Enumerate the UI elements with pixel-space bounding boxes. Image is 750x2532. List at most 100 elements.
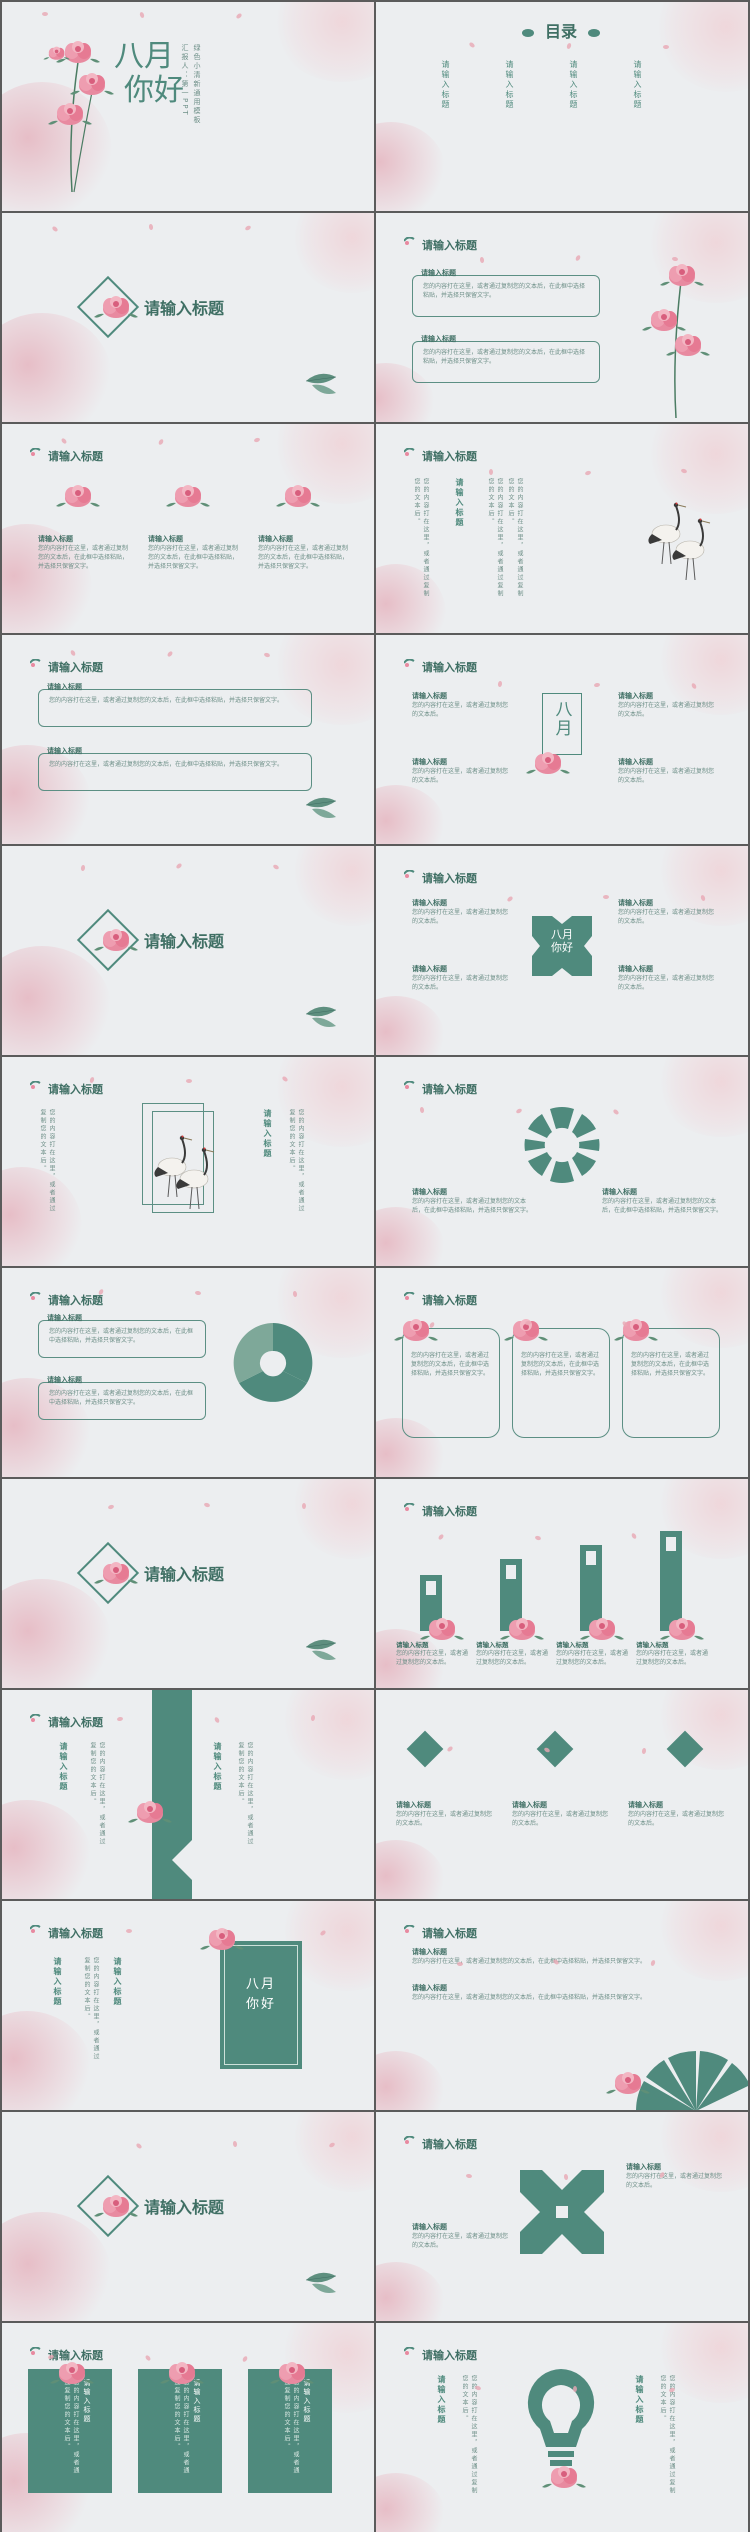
leaf-icon xyxy=(305,1006,337,1028)
petal-decoration xyxy=(253,437,261,443)
slide-title: 请输入标题 xyxy=(48,1716,103,1729)
petal-decoration xyxy=(51,225,59,233)
text-card-2: 请输入标题 您的内容打在这里，或者通过复制您的文本后，在此框中选择粘贴，并选择只… xyxy=(38,1376,206,1420)
toc-item-2[interactable]: 请输入标题 xyxy=(505,60,514,110)
slide-4[interactable]: 请输入标题 您的内容打在这里，或者通过复制您的文本后。 请输入标题 您的内容打在… xyxy=(376,424,748,633)
title-icon xyxy=(404,870,415,879)
petal-decoration xyxy=(506,895,514,903)
title-icon xyxy=(30,659,41,668)
rose-row xyxy=(56,485,320,507)
rose-branch-illustration xyxy=(642,264,710,418)
slide-section-2[interactable]: 请输入标题 xyxy=(2,846,374,1055)
slide-8[interactable]: 请输入标题 您的内容打在这里，或者通过复制您的文本后。 请输入标题 您的内容打在… xyxy=(2,1057,374,1266)
slide-section-1[interactable]: 请输入标题 xyxy=(2,213,374,422)
text-card-1: 请输入标题 您的内容打在这里，或者通过复制您的文本后，在此框中选择粘贴，并选择只… xyxy=(38,1314,206,1358)
slide-9[interactable]: 请输入标题 请输入标题 您的内容打在这里，或者通过复制您的文本后，在此框中选择粘贴… xyxy=(376,1057,748,1266)
bar-label-4: 请输入标题 您的内容打在这里，或者通过复制您的文本后。 xyxy=(636,1641,709,1666)
petal-decoration xyxy=(566,42,572,50)
petal-decoration xyxy=(139,11,145,19)
slide-16[interactable]: 请输入标题 请输入标题 您的内容打在这里，或者通过复制您的文本后，在此框中选择粘贴… xyxy=(376,1901,748,2110)
petal-decoration xyxy=(186,1079,192,1083)
slide-14[interactable]: 请输入标题 您的内容打在这里，或者通过复制您的文本后。 请输入标题 您的内容打在这里… xyxy=(376,1690,748,1899)
item-right: 请输入标题 您的内容打在这里，或者通过复制您的文本后，在此框中选择粘贴，并选择只保… xyxy=(602,1188,723,1214)
bar-label-2: 请输入标题 您的内容打在这里，或者通过复制您的文本后。 xyxy=(476,1641,549,1666)
petal-decoration xyxy=(419,1106,425,1114)
vertical-heading: 请输入标题 xyxy=(455,478,464,528)
col-2: 请输入标题 您的内容打在这里，或者通过复制您的文本后，在此框中选择粘贴，并选择只保… xyxy=(148,535,239,570)
slide-section-3[interactable]: 请输入标题 xyxy=(2,1479,374,1688)
title-icon xyxy=(30,1714,41,1723)
slide-section-4[interactable]: 请输入标题 xyxy=(2,2112,374,2321)
toc-item-4[interactable]: 请输入标题 xyxy=(633,60,642,110)
panel-2: 请输入标题 您的内容打在这里，或者通过复制您的文本后。 xyxy=(138,2369,222,2493)
text-card-1: 请输入标题 您的内容打在这里，或者通过复制您的文本后，在此框中选择粘贴，并选择只… xyxy=(412,269,600,317)
petal-decoration xyxy=(107,1504,115,1510)
rose-icon xyxy=(200,1928,244,1950)
slide-6[interactable]: 请输入标题 请输入标题 您的内容打在这里，或者通过复制您的文本后。 请输入标题 您的… xyxy=(376,635,748,844)
petal-decoration xyxy=(593,682,601,688)
slide-10[interactable]: 请输入标题 请输入标题 您的内容打在这里，或者通过复制您的文本后，在此框中选择粘… xyxy=(2,1268,374,1477)
slide-title: 请输入标题 xyxy=(422,1927,477,1940)
col-1: 请输入标题 您的内容打在这里，或者通过复制您的文本后，在此框中选择粘贴，并选择只保… xyxy=(38,535,129,570)
petal-decoration xyxy=(584,470,592,476)
slide-12[interactable]: 请输入标题 请输入标题 您的内容打在这里，或者通过复制您的文本后。 请输入标题 您的… xyxy=(376,1479,748,1688)
petal-decoration xyxy=(235,12,243,20)
title-icon xyxy=(30,1081,41,1090)
slide-5[interactable]: 请输入标题 请输入标题 您的内容打在这里，或者通过复制您的文本后，在此框中选择粘… xyxy=(2,635,374,844)
title-icon xyxy=(404,659,415,668)
slide-13[interactable]: 请输入标题 请输入标题 您的内容打在这里，或者通过复制您的文本后。 请输入标题 … xyxy=(2,1690,374,1899)
panel-1: 请输入标题 您的内容打在这里，或者通过复制您的文本后。 xyxy=(28,2369,112,2493)
petal-decoration xyxy=(69,649,77,657)
text-card-2: 请输入标题 您的内容打在这里，或者通过复制您的文本后，在此框中选择粘贴，并选择只… xyxy=(38,747,312,791)
slide-3[interactable]: 请输入标题 请输入标题 您的内容打在这里，或者通过复制您的文本后，在此框中选择粘贴… xyxy=(2,424,374,633)
petal-decoration xyxy=(166,650,174,658)
slide-7[interactable]: 请输入标题 请输入标题 您的内容打在这里，或者通过复制您的文本后。 请输入标题 您的… xyxy=(376,846,748,1055)
title-icon xyxy=(30,1292,41,1301)
petal-decoration xyxy=(42,12,48,16)
slide-2[interactable]: 请输入标题 请输入标题 您的内容打在这里，或者通过复制您的文本后，在此框中选择粘… xyxy=(376,213,748,422)
vertical-heading-2: 请输入标题 xyxy=(113,1957,122,2007)
petal-decoration xyxy=(175,862,183,870)
vertical-text-left: 您的内容打在这里，或者通过复制您的文本后。 xyxy=(39,1109,55,1213)
vertical-text-1: 您的内容打在这里，或者通过复制您的文本后。 xyxy=(413,478,429,598)
slide-18[interactable]: 请输入标题 请输入标题 您的内容打在这里，或者通过复制您的文本后。 请输入标题 … xyxy=(2,2323,374,2532)
slide-17[interactable]: 请输入标题 请输入标题 您的内容打在这里，或者通过复制您的文本后。 请输入标题 您的… xyxy=(376,2112,748,2321)
crane-illustration xyxy=(153,1134,215,1210)
petal-decoration xyxy=(80,864,86,872)
slide-cover[interactable]: 八月 你好 汇报人：第一PPT 绿色小清新通用模板 xyxy=(2,2,374,211)
slide-toc[interactable]: 目录 请输入标题 请输入标题 请输入标题 请输入标题 xyxy=(376,2,748,211)
vertical-text-1: 您的内容打在这里，或者通过复制您的文本后。 xyxy=(83,1957,99,2061)
slide-19[interactable]: 请输入标题 请输入标题 您的内容打在这里，或者通过复制您的文本后。 请输入标题 … xyxy=(376,2323,748,2532)
toc-item-3[interactable]: 请输入标题 xyxy=(569,60,578,110)
rose-icon xyxy=(526,752,570,774)
item-bl: 请输入标题 您的内容打在这里，或者通过复制您的文本后。 xyxy=(412,965,509,991)
card-3: 您的内容打在这里，或者通过复制您的文本后，在此框中选择粘贴，并选择只保留文字。 xyxy=(622,1328,720,1438)
item-right: 请输入标题 您的内容打在这里，或者通过复制您的文本后。 xyxy=(626,2163,723,2189)
slide-15[interactable]: 请输入标题 请输入标题 您的内容打在这里，或者通过复制您的文本后。 请输入标题 … xyxy=(2,1901,374,2110)
vertical-heading-1: 请输入标题 xyxy=(53,1957,62,2007)
section-title: 请输入标题 xyxy=(144,299,225,318)
rose-icon xyxy=(94,1562,138,1584)
slide-title: 请输入标题 xyxy=(422,661,477,674)
text-card-1: 请输入标题 您的内容打在这里，或者通过复制您的文本后，在此框中选择粘贴，并选择只… xyxy=(38,683,312,727)
vertical-heading-2: 请输入标题 xyxy=(213,1742,222,1792)
center-word: 八月 你好 xyxy=(551,928,573,954)
rose-icon xyxy=(94,296,138,318)
item-1: 请输入标题 您的内容打在这里，或者通过复制您的文本后，在此框中选择粘贴，并选择只保… xyxy=(412,1948,647,1965)
item-tr: 请输入标题 您的内容打在这里，或者通过复制您的文本后。 xyxy=(618,899,715,925)
slide-title: 请输入标题 xyxy=(422,2138,477,2151)
section-title: 请输入标题 xyxy=(144,932,225,951)
cover-subtitle: 绿色小清新通用模板 xyxy=(193,44,201,125)
slide-title: 请输入标题 xyxy=(48,1927,103,1940)
petal-decoration xyxy=(479,256,485,264)
slide-11[interactable]: 请输入标题 您的内容打在这里，或者通过复制您的文本后，在此框中选择粘贴，并选择只… xyxy=(376,1268,748,1477)
bar-label-1: 请输入标题 您的内容打在这里，或者通过复制您的文本后。 xyxy=(396,1641,469,1666)
leaf-icon xyxy=(305,797,337,819)
petal-decoration xyxy=(573,2386,577,2392)
bar-label-3: 请输入标题 您的内容打在这里，或者通过复制您的文本后。 xyxy=(556,1641,629,1666)
slide-title: 请输入标题 xyxy=(422,1294,477,1307)
petal-decoration xyxy=(157,438,165,446)
title-icon xyxy=(404,1925,415,1934)
toc-item-1[interactable]: 请输入标题 xyxy=(441,60,450,110)
petal-decoration xyxy=(60,437,68,445)
